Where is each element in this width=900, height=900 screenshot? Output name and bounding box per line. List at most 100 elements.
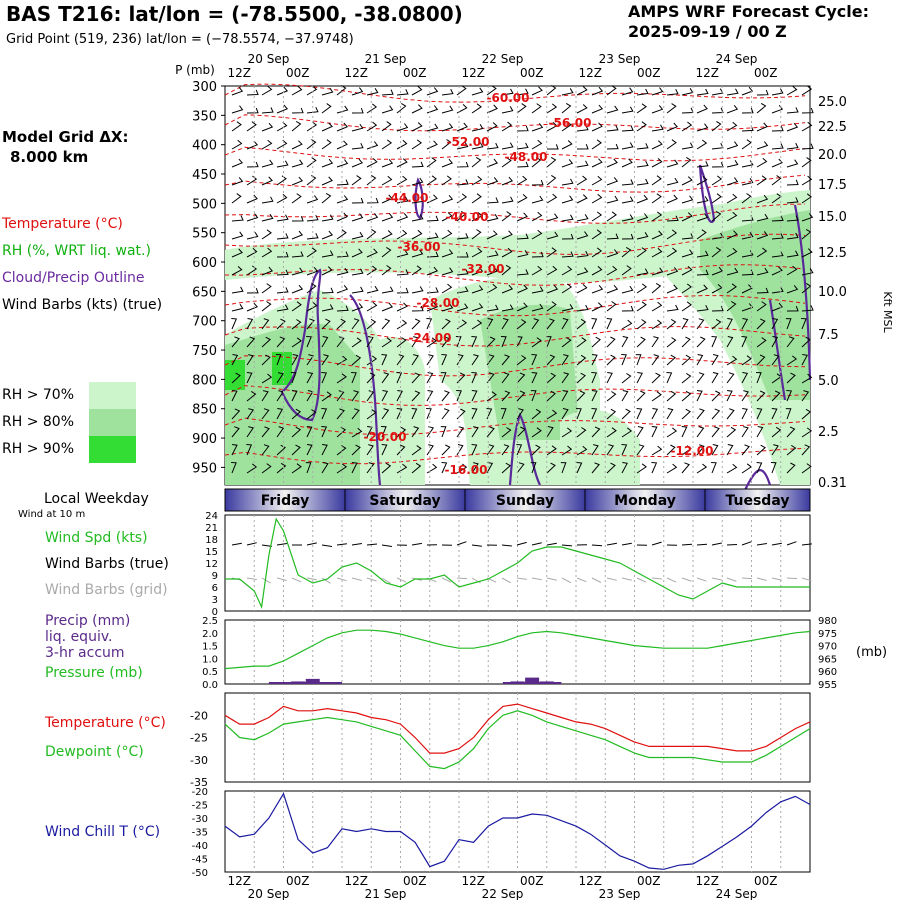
wind-barb	[771, 125, 784, 132]
wind-barb	[321, 372, 328, 384]
wind-barb	[651, 230, 663, 240]
wind-barb	[801, 444, 811, 456]
wind-barb	[261, 196, 274, 204]
wind-barb	[636, 160, 649, 168]
grid-wind-barb	[306, 577, 317, 581]
wind-barb	[366, 355, 378, 366]
wind-barb	[651, 105, 664, 114]
wind-barb	[530, 462, 537, 474]
wind-barb	[561, 195, 574, 204]
wind-barb	[531, 179, 544, 186]
wind-barb	[636, 88, 649, 96]
local-weekday-label: Local Weekday	[44, 491, 149, 507]
grid-wind-barb	[441, 577, 452, 583]
wind-barb	[351, 158, 364, 168]
wind-barb	[411, 336, 419, 348]
wind-barb	[411, 372, 421, 384]
wind-barb	[801, 107, 814, 114]
wind-barb	[291, 251, 304, 258]
wind-barb	[711, 107, 724, 114]
wind-barb	[801, 408, 812, 420]
grid-wind-barb	[666, 577, 677, 583]
wind-barb	[246, 463, 258, 474]
wind-barb	[411, 139, 423, 150]
wind-barb	[666, 88, 679, 96]
grid-wind-barb	[321, 577, 331, 584]
wind-barb	[426, 87, 439, 96]
wind-barb	[801, 175, 813, 186]
wind-barb	[351, 337, 362, 348]
wind-barb	[606, 391, 617, 402]
wind-barb	[636, 268, 649, 276]
wind-barb	[501, 264, 512, 276]
wind-barb	[786, 285, 799, 294]
wind-barb	[231, 354, 239, 366]
pressure-tick-label: 650	[192, 285, 217, 300]
precip-legend-label: Pressure (mb)	[45, 665, 143, 681]
grid-wind-barb	[696, 577, 707, 582]
temperature-contour	[224, 233, 806, 255]
wind-barb	[606, 211, 617, 222]
wind-barb	[681, 372, 692, 384]
wind-barb	[426, 302, 439, 312]
wind-barb	[261, 85, 273, 96]
wind-barb	[546, 354, 556, 366]
wind-barb	[276, 160, 289, 168]
wind-barb	[621, 319, 633, 330]
wind-barb	[666, 463, 678, 474]
wind-barb	[681, 426, 688, 438]
wind-barb	[696, 354, 704, 366]
wind-barb	[696, 176, 708, 186]
wind-barb	[321, 250, 334, 258]
wind-barb	[440, 372, 447, 384]
wind-barb	[471, 142, 484, 150]
temperature-contour	[224, 417, 806, 436]
wind-barb	[366, 141, 379, 150]
wind-barb	[426, 232, 439, 240]
wind-barb	[696, 408, 705, 420]
wind-barb	[801, 248, 813, 258]
wind-barb	[801, 318, 807, 330]
wind-barb	[366, 88, 379, 96]
grid-wind-barb	[516, 577, 527, 580]
wind-barb	[711, 426, 720, 438]
wind-barb	[276, 304, 289, 312]
wind-barb	[516, 390, 526, 402]
wind-barb	[351, 123, 364, 132]
wind-barb	[756, 89, 769, 96]
wind-barb	[246, 408, 255, 420]
wind-barb	[336, 426, 347, 438]
wind-barb	[366, 462, 375, 474]
wind-barb	[231, 390, 238, 402]
bottom-date-label: 23 Sep	[599, 887, 641, 900]
wind-barb	[561, 304, 574, 312]
wind-barb	[321, 304, 334, 312]
legend-rh: RH (%, WRT liq. wat.)	[2, 243, 151, 259]
wind-barb	[321, 287, 334, 294]
wind-barb	[681, 445, 692, 456]
wind-barb	[696, 229, 707, 240]
temp-contour-label: -16.00	[445, 463, 488, 477]
wind-barb	[441, 318, 451, 330]
wind-barb	[801, 268, 814, 276]
wind-barb	[696, 139, 708, 150]
pressure-tick-label: 550	[192, 227, 217, 242]
wind-barb	[531, 286, 544, 294]
wind-barb	[306, 121, 318, 132]
wind-barb	[726, 141, 739, 150]
wind-barb	[381, 175, 393, 186]
temp-contour-label: -12.00	[671, 444, 714, 458]
wind-barb	[426, 287, 439, 294]
grid-wind-barb	[681, 577, 692, 582]
wind-barb	[726, 121, 738, 132]
wind-barb	[696, 284, 708, 294]
wind-barb	[530, 390, 537, 402]
wind-barb	[666, 267, 679, 276]
wind-barb	[380, 426, 387, 438]
true-wind-barb	[471, 544, 482, 547]
wind-barb	[651, 158, 663, 168]
grid-wind-barb	[591, 577, 602, 583]
wind-barb	[231, 462, 237, 474]
wind-barb	[726, 426, 737, 438]
wind-barb	[651, 445, 663, 456]
